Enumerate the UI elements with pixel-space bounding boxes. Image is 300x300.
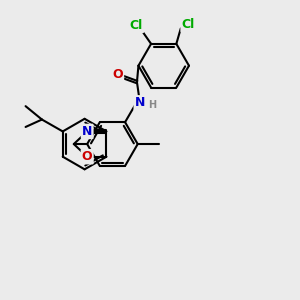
Text: Cl: Cl (182, 18, 195, 31)
Text: O: O (82, 150, 92, 163)
Text: O: O (112, 68, 123, 81)
Text: N: N (82, 125, 92, 138)
Text: Cl: Cl (130, 19, 143, 32)
Text: N: N (135, 96, 145, 110)
Text: H: H (148, 100, 156, 110)
